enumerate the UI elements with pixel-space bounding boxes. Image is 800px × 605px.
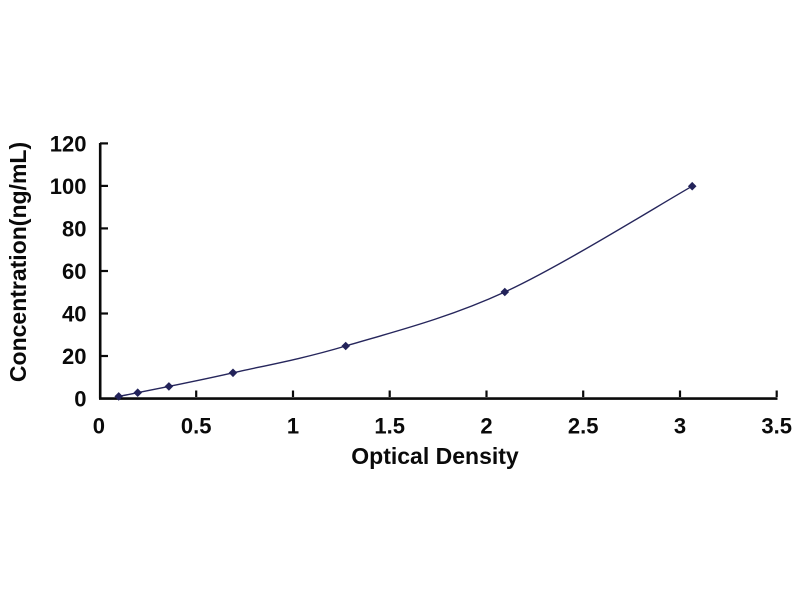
svg-text:1: 1: [287, 413, 299, 438]
svg-text:1.5: 1.5: [374, 413, 405, 438]
svg-text:Optical Density: Optical Density: [351, 443, 519, 469]
svg-text:Concentration(ng/mL): Concentration(ng/mL): [5, 142, 31, 382]
svg-text:2.5: 2.5: [568, 413, 599, 438]
svg-text:0: 0: [93, 413, 105, 438]
svg-text:0: 0: [74, 386, 86, 411]
svg-text:3.5: 3.5: [761, 413, 792, 438]
svg-text:80: 80: [62, 216, 86, 241]
svg-text:2: 2: [480, 413, 492, 438]
svg-text:60: 60: [62, 259, 86, 284]
svg-text:20: 20: [62, 344, 86, 369]
svg-text:100: 100: [50, 174, 87, 199]
svg-text:0.5: 0.5: [181, 413, 212, 438]
svg-text:120: 120: [50, 131, 87, 156]
svg-text:40: 40: [62, 301, 86, 326]
svg-text:3: 3: [674, 413, 686, 438]
